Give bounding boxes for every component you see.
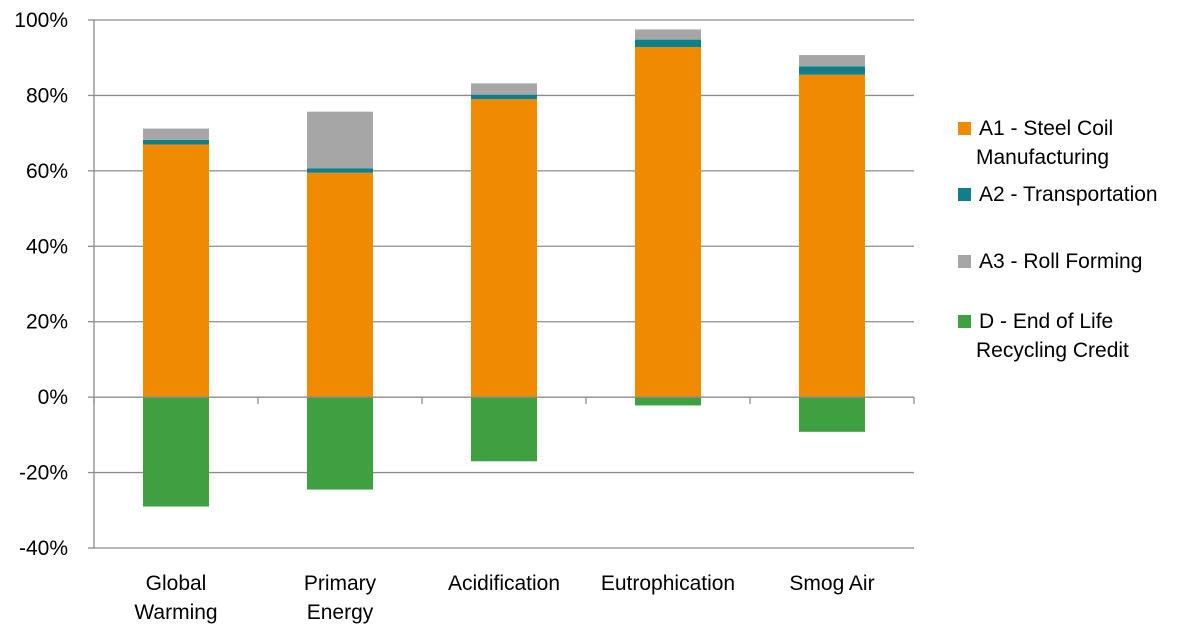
bar-segment — [307, 172, 373, 398]
bar-segment — [635, 39, 701, 48]
y-tick-label: -40% — [19, 537, 68, 560]
bar-segment — [635, 29, 701, 40]
y-tick-label: 20% — [26, 311, 68, 334]
bar-segment — [799, 397, 865, 432]
axes — [88, 19, 915, 549]
x-category-label: Energy — [307, 601, 374, 624]
bar-segment — [471, 83, 537, 95]
bar-segment — [635, 397, 701, 406]
axis-labels: 100% 80% 60% 40% 20% 0% -20% -40% Global Warming P… — [14, 9, 874, 624]
bar-segment — [307, 397, 373, 490]
bar-segment — [143, 139, 209, 145]
legend-swatch — [958, 255, 971, 268]
legend-label: A1 - Steel Coil — [979, 117, 1113, 140]
y-tick-label: -20% — [19, 462, 68, 485]
x-category-label: Smog Air — [789, 572, 874, 595]
legend-label: A3 - Roll Forming — [979, 250, 1142, 273]
bar-segment — [635, 47, 701, 398]
bar-segment — [143, 144, 209, 398]
y-tick-label: 0% — [38, 386, 68, 409]
x-category-label: Acidification — [448, 572, 560, 595]
bars — [143, 29, 865, 507]
legend-label: D - End of Life — [979, 310, 1113, 333]
x-category-label: Warming — [134, 601, 217, 624]
y-tick-label: 60% — [26, 160, 68, 183]
bar-segment — [799, 66, 865, 75]
bar-segment — [799, 74, 865, 398]
legend: A1 - Steel Coil Manufacturing A2 - Transpo… — [958, 117, 1158, 362]
bar-segment — [471, 99, 537, 398]
legend-swatch — [958, 188, 971, 201]
bar-segment — [799, 55, 865, 67]
x-category-label: Global — [146, 572, 207, 595]
bar-segment — [471, 94, 537, 100]
legend-label: A2 - Transportation — [979, 183, 1158, 206]
bar-segment — [143, 397, 209, 507]
y-tick-label: 100% — [14, 9, 68, 32]
x-category-label: Eutrophication — [601, 572, 735, 595]
legend-swatch — [958, 315, 971, 328]
bar-segment — [471, 397, 537, 462]
legend-swatch — [958, 122, 971, 135]
bar-segment — [143, 128, 209, 140]
y-tick-label: 80% — [26, 84, 68, 107]
x-category-label: Primary — [304, 572, 377, 595]
legend-label: Recycling Credit — [976, 339, 1129, 362]
bar-segment — [307, 168, 373, 173]
y-tick-label: 40% — [26, 235, 68, 258]
legend-label: Manufacturing — [976, 146, 1109, 169]
bar-segment — [307, 111, 373, 169]
